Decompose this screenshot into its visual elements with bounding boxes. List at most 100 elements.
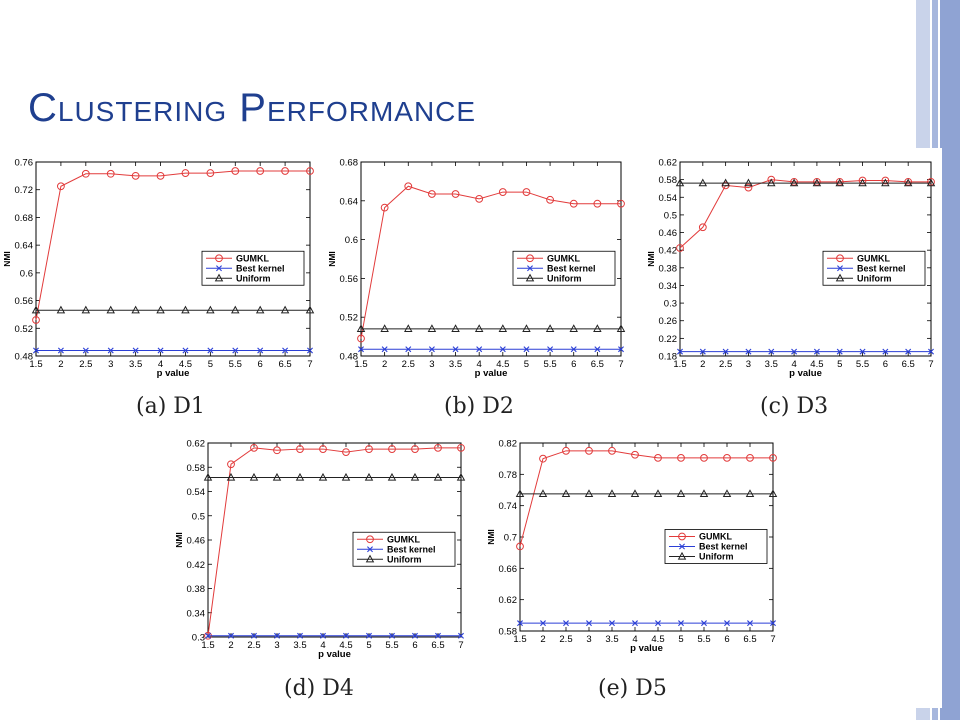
data-point [156,305,165,314]
x-tick-label: 2 [540,634,545,645]
y-tick-label: 0.68 [15,213,34,224]
data-point [609,620,615,627]
y-tick-label: 0.72 [15,185,34,196]
slide-title: Clustering Performance [28,86,476,131]
data-point [451,324,460,332]
data-point [698,178,708,187]
x-tick-label: 6 [883,359,888,370]
y-tick-label: 0.64 [15,241,34,252]
data-point [789,178,799,187]
data-point [701,620,707,627]
data-point [746,453,754,462]
data-point [745,348,752,355]
legend-label: GUMKL [236,253,269,263]
caption-c: (c) D3 [760,394,829,419]
data-point [33,347,39,354]
legend-label: Uniform [857,273,892,283]
data-point [655,620,661,627]
data-point [131,305,140,314]
x-tick-label: 6 [724,634,729,645]
data-point [380,324,389,332]
x-tick-label: 3.5 [765,359,778,370]
data-point [410,472,420,481]
legend-label: Uniform [699,552,734,562]
data-point [380,203,389,212]
x-tick-label: 3 [746,359,751,370]
y-tick-label: 0.54 [187,487,206,498]
data-point [631,450,639,459]
y-tick-label: 0.38 [187,584,206,595]
plot-frame [360,161,622,357]
x-axis-label: p value [630,643,663,654]
data-point [107,347,114,354]
x-tick-label: 1.5 [201,640,214,651]
legend-label: Best kernel [857,263,906,273]
data-point [905,348,912,355]
y-tick-label: 0.58 [499,627,518,638]
caption-e: (e) D5 [598,676,667,701]
y-tick-label: 0.56 [340,274,359,285]
data-point [498,188,507,196]
legend-marker [835,273,845,282]
data-point [744,183,753,192]
data-point [206,169,215,177]
y-tick-label: 0.54 [659,193,678,204]
data-point [434,443,442,452]
y-tick-label: 0.5 [664,210,677,221]
data-point [273,446,281,455]
y-tick-label: 0.58 [659,175,678,186]
x-tick-label: 7 [458,640,463,651]
data-point [412,632,418,639]
data-point [745,489,755,498]
data-point [676,244,684,252]
data-point [593,324,602,332]
x-tick-label: 6.5 [743,634,756,645]
y-axis-label: NMI [174,532,184,548]
data-point [456,472,466,481]
y-tick-label: 0.48 [15,352,34,363]
x-tick-label: 3 [429,359,434,370]
data-point [57,182,65,191]
caption-d: (d) D4 [284,676,354,701]
legend-marker [215,254,223,263]
y-tick-label: 0.3 [192,633,205,644]
data-point [835,177,844,186]
data-point [721,178,730,187]
x-tick-label: 6.5 [591,359,604,370]
data-point [387,472,397,481]
y-tick-label: 0.46 [187,536,206,547]
slide-title-second: Performance [239,86,477,130]
legend-marker [677,551,687,560]
data-point [858,178,867,187]
data-point [82,347,89,354]
data-point [768,348,775,355]
data-point [228,632,234,639]
chart-4: 0.3 0.34 0.38 0.42 0.46 0.5 0.54 0.58 0.62 1.5 2 2.… [174,439,466,660]
data-point [790,177,798,186]
data-point [594,346,601,353]
data-point [132,347,139,354]
data-point [722,348,729,355]
data-point [812,178,822,187]
data-point [522,324,531,332]
x-tick-label: 4.5 [810,359,823,370]
data-point [616,324,626,332]
data-point [156,171,165,180]
y-tick-label: 0.34 [187,608,206,619]
x-tick-label: 3 [586,634,591,645]
data-point [428,346,435,353]
data-point [516,542,524,551]
data-point [296,445,304,453]
data-point [538,489,548,498]
data-point [272,472,282,481]
legend-label: Best kernel [387,544,436,554]
data-point [280,305,290,314]
chart-3: 0.18 0.22 0.26 0.3 0.34 0.38 0.42 0.46 0.5 0.54 0.… [646,158,936,379]
y-tick-label: 0.82 [499,439,518,450]
data-point [607,489,617,498]
legend-marker [214,273,224,282]
data-point [498,324,508,332]
data-point [106,305,115,314]
x-tick-label: 6 [571,359,576,370]
data-point [404,182,413,191]
